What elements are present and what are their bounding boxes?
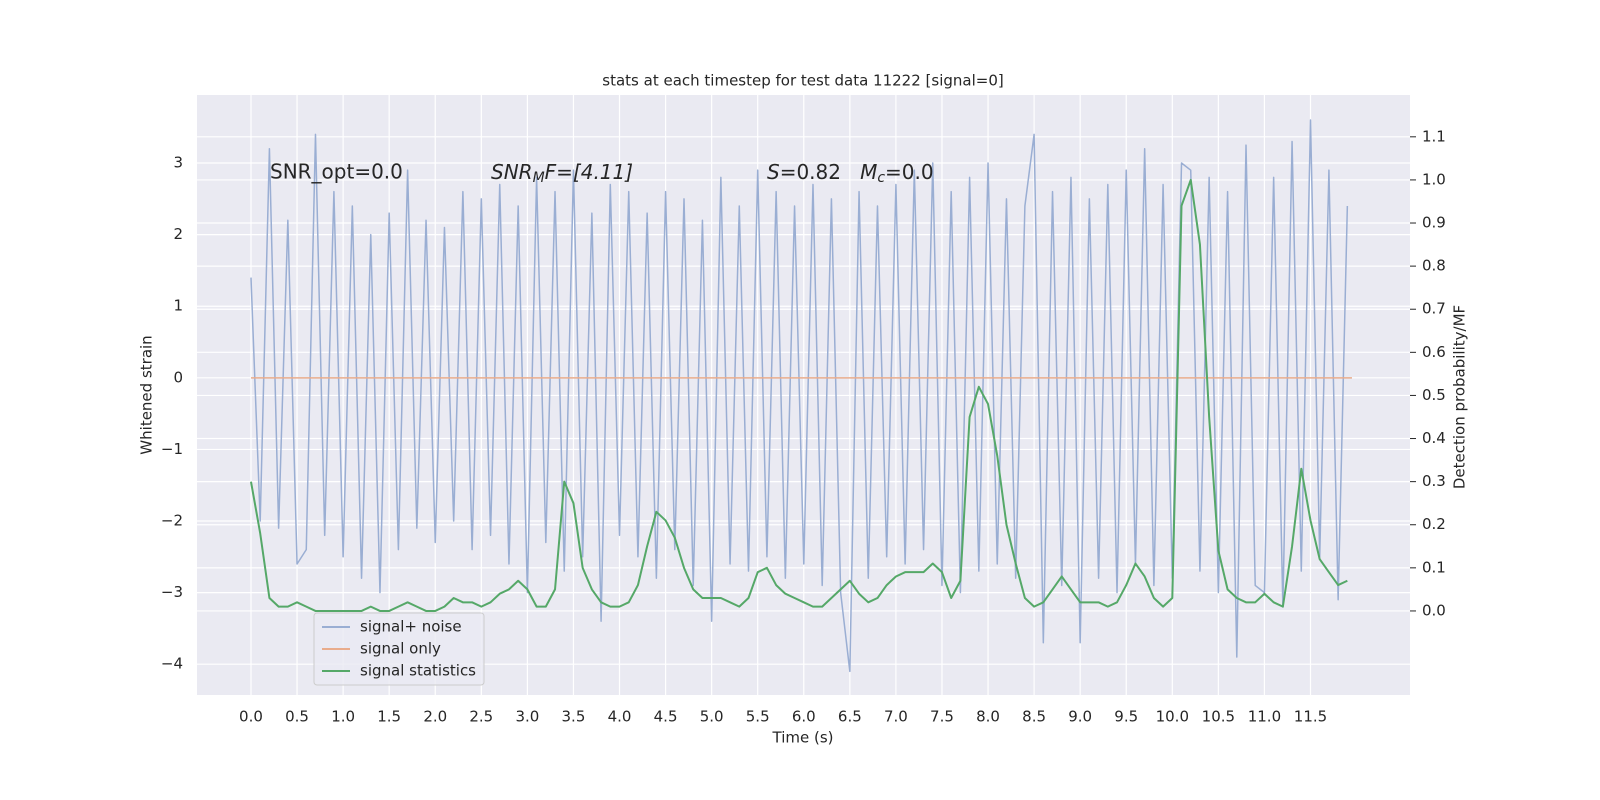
y-tick-label: −3 [161,583,183,601]
x-tick-label: 9.5 [1114,708,1138,726]
x-tick-label: 11.0 [1248,708,1281,726]
annotation-part: =0.82 [780,160,860,184]
series-line [250,178,1348,612]
y-tick-label: −2 [161,512,183,530]
y2-tick-label: 0.9 [1422,214,1446,232]
x-tick-label: 0.0 [239,708,263,726]
x-tick-label: 3.0 [515,708,539,726]
x-tick-label: 0.5 [285,708,309,726]
y2-tick-label: 0.3 [1422,472,1446,490]
x-tick-label: 7.0 [884,708,908,726]
legend-label: signal+ noise [360,618,462,636]
y-tick-label: −1 [161,440,183,458]
x-tick-label: 7.5 [930,708,954,726]
y-axis-label: Whitened strain [138,335,156,454]
x-tick-label: 8.5 [1022,708,1046,726]
x-axis-label: Time (s) [772,729,834,747]
series-line [250,119,1349,673]
x-tick-label: 2.0 [423,708,447,726]
annotation-part: =0.0 [885,160,934,184]
y2-tick-label: 0.5 [1422,386,1446,404]
y-tick-label: 3 [173,154,183,172]
annotation: SNR_opt=0.0 [270,160,403,184]
y2-tick-label: 1.0 [1422,170,1446,188]
x-tick-label: 4.5 [654,708,678,726]
y2-axis-label: Detection probability/MF [1451,305,1469,489]
y2-tick-label: 0.2 [1422,515,1446,533]
y-tick-label: −4 [161,655,183,673]
annotation: SNRMF=[4.11] [491,160,633,187]
y-tick-label: 2 [173,225,183,243]
y2-tick-label: 0.4 [1422,429,1446,447]
y2-tick-label: 0.6 [1422,343,1446,361]
x-tick-label: 6.0 [792,708,816,726]
legend-box [313,612,485,686]
y2-tick-label: 1.1 [1422,127,1446,145]
y2-tick-label: 0.7 [1422,300,1446,318]
y-tick-label: 0 [173,368,183,386]
annotation-part: S [767,160,780,184]
annotation-part: F=[4.11] [545,160,633,184]
annotation-part: M [533,170,545,186]
x-tick-label: 9.0 [1068,708,1092,726]
legend: signal+ noise signal only signal statistic… [313,612,485,686]
annotation-part: SNR [491,160,533,184]
x-tick-label: 2.5 [469,708,493,726]
annotation-part: M [860,160,877,184]
x-tick-label: 6.5 [838,708,862,726]
marks [250,119,1352,673]
y2-tick-label: 0.0 [1422,601,1446,619]
x-tick-label: 3.5 [562,708,586,726]
chart-title: stats at each timestep for test data 112… [602,72,1003,90]
x-tick-label: 8.0 [976,708,1000,726]
y2-tick-label: 0.8 [1422,257,1446,275]
x-tick-label: 5.5 [746,708,770,726]
legend-label: signal only [360,640,441,658]
x-tick-label: 10.5 [1202,708,1235,726]
x-tick-label: 11.5 [1294,708,1327,726]
x-tick-label: 10.0 [1156,708,1189,726]
x-tick-label: 1.5 [377,708,401,726]
x-tick-label: 4.0 [608,708,632,726]
x-tick-label: 5.0 [700,708,724,726]
annotation: S=0.82 Mc=0.0 [767,160,934,187]
y2-tick-label: 0.1 [1422,558,1446,576]
annotation-part: c [877,170,885,186]
x-tick-label: 1.0 [331,708,355,726]
legend-label: signal statistics [360,662,476,680]
y-tick-label: 1 [173,297,183,315]
